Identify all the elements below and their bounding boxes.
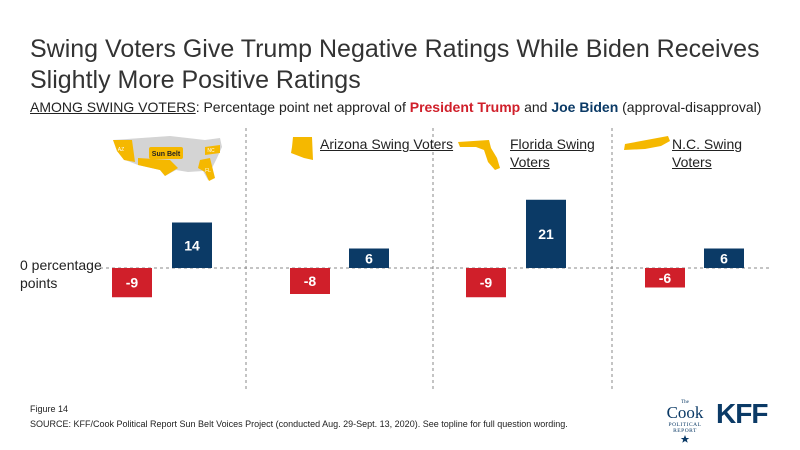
- data-label-biden-1: 14: [184, 237, 200, 253]
- panel-title-arizona: Arizona Swing Voters: [320, 136, 454, 152]
- data-label-trump-1: -9: [126, 275, 139, 291]
- cook-logo-sub-2: REPORT: [673, 428, 697, 434]
- data-label-biden-3: 21: [538, 226, 554, 242]
- bar-trump-4: [645, 268, 685, 288]
- bar-biden-1: [172, 222, 212, 268]
- sun-belt-florida-shape: [198, 158, 215, 181]
- sun-belt-nc-shape: [205, 145, 220, 155]
- cook-logo-name: Cook: [667, 403, 704, 422]
- sun-belt-south-states-shape: [138, 158, 178, 176]
- map-state-code-nc: NC: [207, 148, 215, 154]
- subtitle-trump-label: President Trump: [409, 99, 521, 115]
- bar-trump-3: [466, 268, 506, 298]
- baseline-label: 0 percentage points: [20, 257, 102, 291]
- sun-belt-west-states-shape: [113, 140, 135, 162]
- panel-title-north-carolina: N.C. Swing Voters: [672, 136, 743, 170]
- chart-subtitle: AMONG SWING VOTERS: Percentage point net…: [30, 99, 770, 116]
- map-state-code-fl: FL: [205, 168, 211, 174]
- source-note: SOURCE: KFF/Cook Political Report Sun Be…: [30, 419, 568, 429]
- figure-label: Figure 14: [30, 404, 69, 414]
- panel-title-florida: Florida Swing Voters: [510, 136, 595, 170]
- sun-belt-badge-label: Sun Belt: [152, 151, 181, 158]
- data-label-trump-3: -9: [480, 275, 493, 291]
- bar-biden-4: [704, 248, 744, 268]
- subtitle-text-3: (approval-disapproval): [618, 99, 762, 115]
- north-carolina-map-icon: [624, 136, 670, 150]
- subtitle-biden-label: Joe Biden: [551, 99, 619, 115]
- subtitle-lead: AMONG SWING VOTERS: [30, 99, 196, 115]
- sun-belt-badge: [149, 147, 183, 159]
- cook-logo-sub-1: POLITICAL: [669, 422, 702, 428]
- cook-logo-star-icon: [680, 435, 690, 443]
- data-label-biden-2: 6: [365, 250, 373, 266]
- chart-title: Swing Voters Give Trump Negative Ratings…: [30, 35, 760, 94]
- cook-logo-small: The: [681, 400, 690, 405]
- arizona-map-icon: [291, 137, 313, 160]
- data-label-trump-4: -6: [659, 270, 672, 286]
- kff-logo: KFF: [716, 398, 768, 429]
- bar-trump-2: [290, 268, 330, 294]
- bar-biden-3: [526, 199, 566, 268]
- florida-map-icon: [458, 140, 500, 170]
- subtitle-text-1: : Percentage point net approval of: [195, 99, 410, 115]
- data-label-trump-2: -8: [304, 273, 317, 289]
- bar-biden-2: [349, 248, 389, 268]
- map-state-code-az: AZ: [118, 147, 124, 153]
- bar-trump-1: [112, 268, 152, 298]
- cook-political-report-logo: The Cook POLITICAL REPORT: [667, 400, 704, 443]
- subtitle-text-2: and: [520, 99, 552, 115]
- data-label-biden-4: 6: [720, 250, 728, 266]
